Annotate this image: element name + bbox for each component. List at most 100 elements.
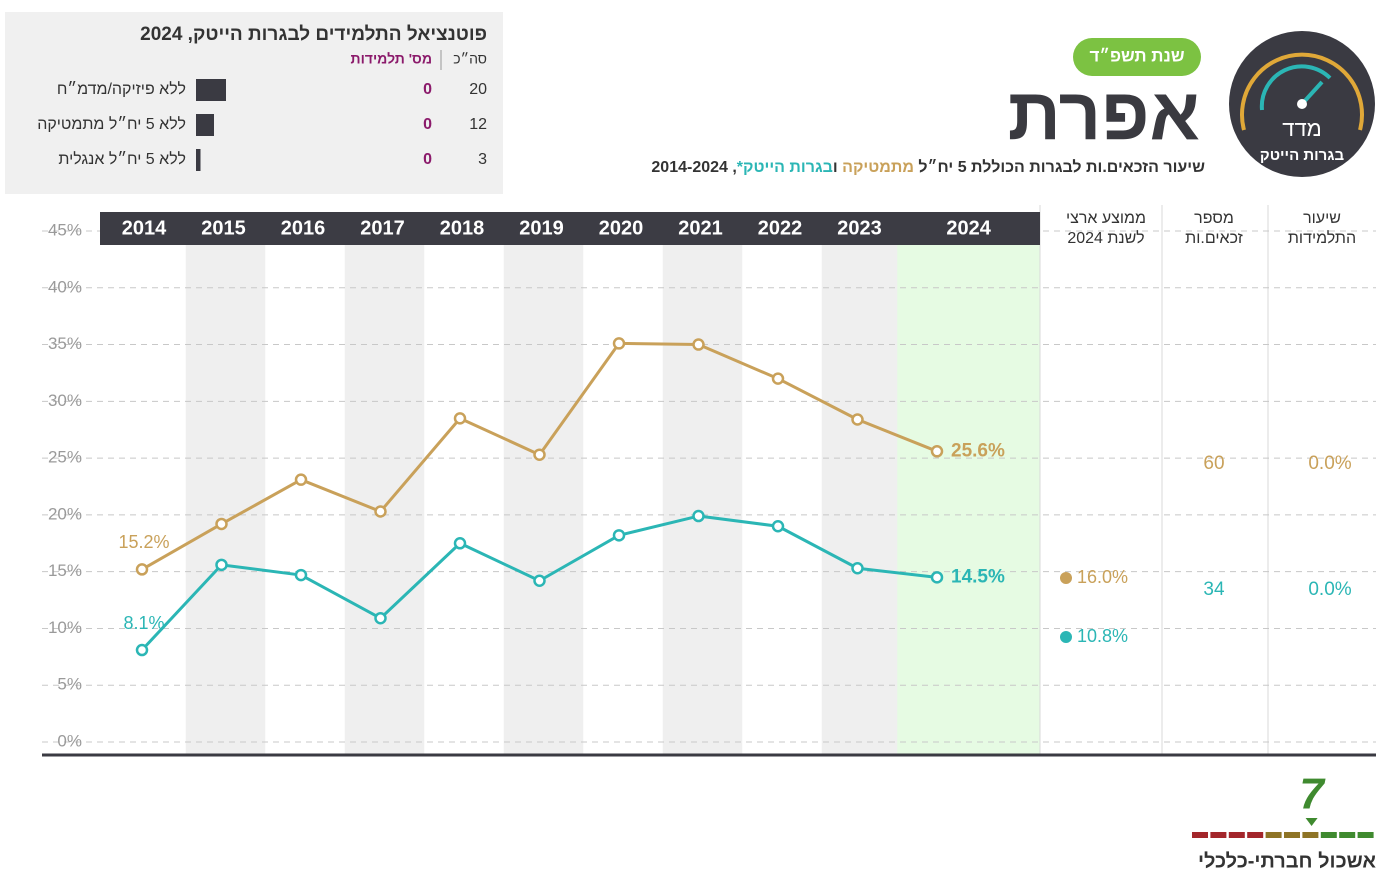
y-tick-label: 25% [48,448,82,467]
point [294,568,308,582]
cluster-segment [1192,832,1208,838]
y-tick-label: 30% [48,391,82,410]
side-header: שיעור [1303,210,1341,227]
cluster-segment [1320,832,1337,838]
side-header: מספר [1194,210,1234,227]
year-header [100,212,1040,245]
eligible-value: 60 [1203,453,1224,474]
side-header: לשנת 2024 [1067,229,1144,247]
cluster-segment [1284,832,1300,838]
point [851,562,864,575]
x-tick-label: 2019 [519,217,564,239]
row-label: ללא 5 יח״ל אנגלית [58,150,186,168]
potential-panel [5,12,503,194]
cluster-segment [1228,832,1245,838]
logo-top: מדד [1282,116,1322,141]
y-tick-label: 20% [48,504,82,523]
subtitle-end: , 2014-2024 [651,159,736,176]
logo-inner-arc [1259,64,1332,111]
value-label: 8.1% [123,613,164,633]
logo-hub [1297,99,1307,109]
x-tick-label: 2021 [678,217,723,239]
point [612,529,626,542]
logo-arc [1240,52,1364,131]
point [692,509,705,523]
side-header: ממוצע ארצי [1066,210,1146,227]
cluster-segment [1247,832,1264,838]
row-bar [196,149,201,171]
y-tick-label: 0% [57,731,82,750]
point [771,372,785,385]
cluster-segment [1210,832,1227,838]
row-female: 0 [423,151,432,168]
x-tick-label: 2015 [201,217,246,239]
value-label: 15.2% [118,532,169,552]
x-tick-label: 2014 [122,217,167,239]
logo-bottom: בגרות הייטק [1260,147,1345,164]
eligible-value: 34 [1203,579,1225,600]
x-tick-label: 2022 [758,217,803,239]
row-label: ללא 5 יח״ל מתמטיקה [37,115,186,133]
point [215,558,228,572]
total-header: סה״כ [453,51,487,67]
row-bar [196,114,214,136]
x-tick-label: 2023 [837,217,882,239]
x-tick-label: 2016 [281,217,326,239]
female-rate-value: 0.0% [1308,453,1351,474]
row-female: 0 [423,81,432,98]
national-avg-label: 10.8% [1077,626,1128,646]
potential-title: פוטנציאל התלמידים לבגרות הייטק, 2024 [140,24,487,45]
point [135,643,149,657]
stripe-column [503,245,584,755]
y-tick-label: 40% [48,277,82,296]
female-rate-value: 0.0% [1308,579,1351,600]
cluster-marker [1305,818,1318,826]
stripe-column [662,245,743,755]
point [533,448,546,461]
highlight-column [897,245,1040,755]
point [533,574,546,588]
cluster-segment [1265,832,1282,838]
female-header: מס' תלמידות [351,51,432,67]
cluster-segment [1302,832,1319,838]
subtitle-start: שיעור הזכאים.ות לבגרות הכוללת 5 יח״ל [918,158,1205,176]
point [215,517,228,531]
logo: מדד בגרות הייטק [1229,31,1375,177]
row-female: 0 [423,116,432,133]
point [692,338,705,351]
y-tick-label: 15% [48,561,82,580]
cluster-segment [1357,832,1374,838]
point [930,445,944,458]
subtitle-joiner: ו [833,159,838,176]
stripe-column [821,245,902,755]
subtitle-series-2: בגרות הייטק* [737,159,833,176]
cluster-value: 7 [1299,770,1326,819]
y-tick-label: 35% [48,334,82,353]
national-avg-label: 16.0% [1077,567,1128,587]
point [851,413,864,426]
year-badge-text: שנת תשפ״ד [1089,46,1184,65]
stripe-column [185,245,266,755]
row-total: 20 [469,81,487,98]
x-tick-label: 2020 [599,217,644,239]
point [453,537,467,550]
cluster-segment [1339,832,1356,838]
point [930,571,944,584]
subtitle-series-1: מתמטיקה [842,159,914,176]
y-tick-label: 10% [48,618,82,637]
row-total: 3 [478,151,487,168]
x-tick-label: 2018 [440,217,485,239]
point [135,563,149,576]
x-tick-label: 2017 [360,217,405,239]
point [771,519,785,533]
side-header: התלמידות [1288,229,1356,247]
point [374,505,387,518]
national-avg-dot [1060,572,1072,584]
national-avg-dot [1060,631,1072,643]
row-label: ללא פיזיקה/מדמ״ח [57,80,186,98]
y-tick-label: 5% [57,675,82,694]
value-label: 25.6% [951,440,1005,461]
point [374,611,387,625]
year-badge [1073,38,1201,76]
